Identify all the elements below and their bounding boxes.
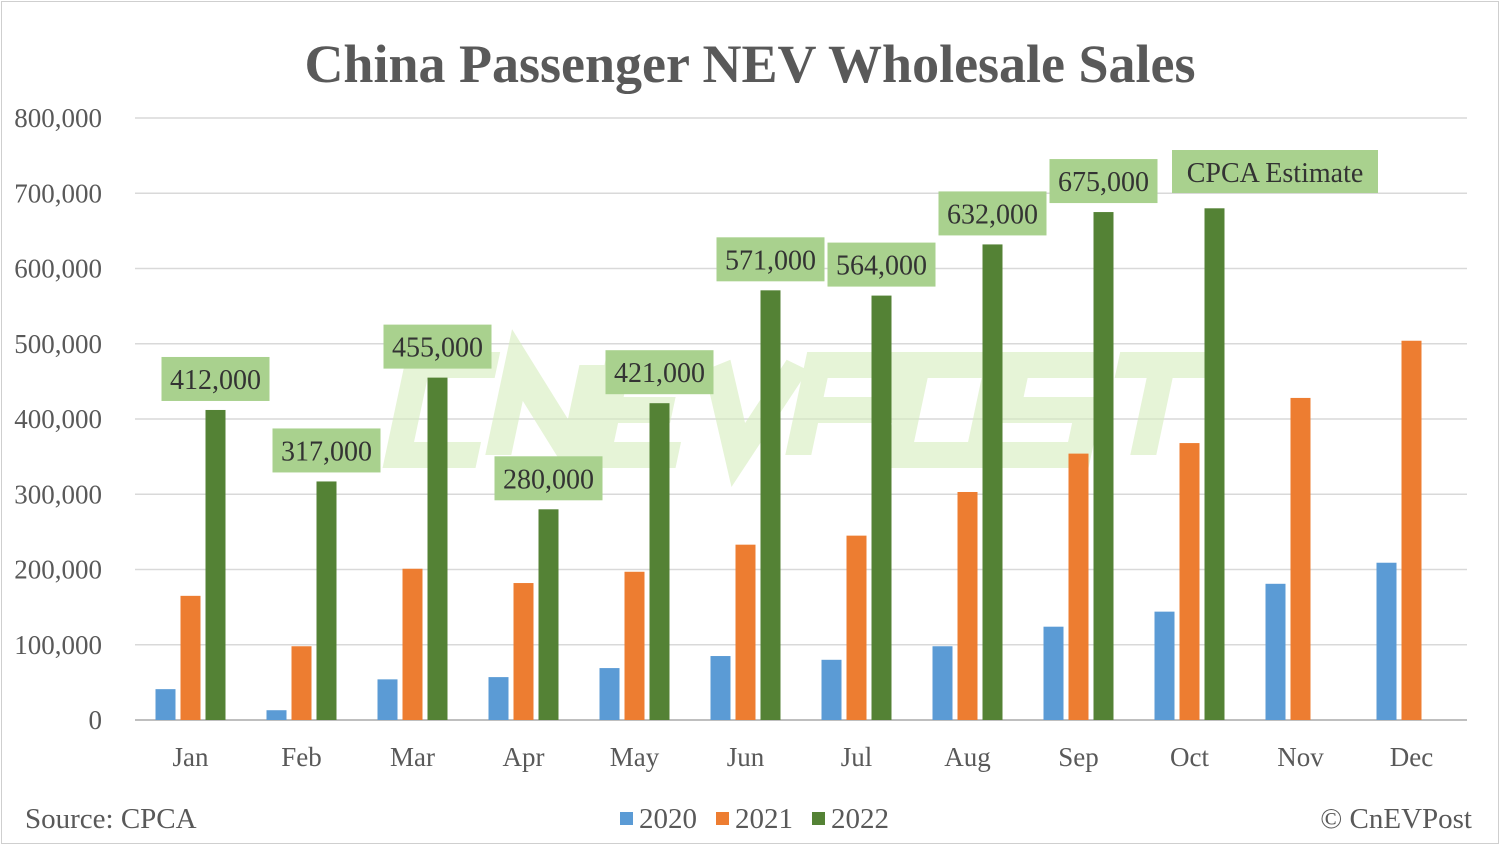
x-tick-label: Aug (944, 742, 991, 772)
svg-text:564,000: 564,000 (836, 251, 927, 282)
bar-2021-nov (1290, 397, 1311, 720)
source-text: Source: CPCA (25, 803, 197, 835)
bar-2020-aug (932, 646, 953, 720)
bar-2020-dec (1376, 562, 1397, 720)
legend-label-2021: 2021 (735, 803, 793, 835)
x-tick-label: Dec (1390, 742, 1433, 772)
svg-text:421,000: 421,000 (614, 358, 705, 389)
x-tick-label: Jun (727, 742, 765, 772)
x-tick-label: Apr (503, 742, 545, 772)
bar-2020-jun (710, 656, 731, 720)
legend-swatch-2020 (620, 812, 633, 825)
svg-text:317,000: 317,000 (281, 436, 372, 467)
x-tick-label: Jul (841, 742, 873, 772)
bar-2021-apr (513, 583, 534, 720)
y-tick-label: 100,000 (14, 630, 102, 660)
legend-label-2022: 2022 (831, 803, 889, 835)
y-tick-label: 500,000 (14, 329, 102, 359)
data-label: 632,000 (938, 191, 1047, 236)
bar-2021-jul (846, 535, 867, 720)
data-label: 455,000 (383, 324, 492, 369)
x-tick-label: Oct (1170, 742, 1209, 772)
x-tick-label: Nov (1277, 742, 1324, 772)
bar-2021-feb (291, 646, 312, 720)
bar-2020-jan (155, 689, 176, 720)
x-tick-label: Sep (1058, 742, 1099, 772)
bar-2020-jul (821, 659, 842, 720)
bar-2020-nov (1265, 583, 1286, 720)
y-tick-label: 0 (89, 705, 103, 735)
bar-2022-sep (1093, 212, 1114, 720)
data-label: 675,000 (1049, 159, 1158, 204)
svg-text:571,000: 571,000 (725, 245, 816, 276)
y-tick-label: 400,000 (14, 404, 102, 434)
bar-2022-oct (1204, 208, 1225, 721)
bar-2020-apr (488, 677, 509, 720)
y-tick-label: 200,000 (14, 555, 102, 585)
bar-2021-aug (957, 491, 978, 720)
svg-text:675,000: 675,000 (1058, 167, 1149, 198)
bar-2022-feb (316, 481, 337, 720)
bar-2021-sep (1068, 453, 1089, 720)
bar-2021-jan (180, 595, 201, 720)
bar-2022-jul (871, 295, 892, 720)
bar-2021-oct (1179, 443, 1200, 720)
y-tick-label: 600,000 (14, 254, 102, 284)
legend-swatch-2021 (716, 812, 729, 825)
chart-title: China Passenger NEV Wholesale Sales (304, 34, 1195, 94)
credit-text: © CnEVPost (1320, 803, 1472, 835)
y-tick-label: 800,000 (14, 103, 102, 133)
x-tick-label: May (610, 742, 660, 772)
svg-text:CPCA Estimate: CPCA Estimate (1187, 158, 1364, 189)
data-label: 317,000 (272, 428, 381, 473)
bar-2021-mar (402, 568, 423, 720)
data-label: 421,000 (605, 350, 714, 395)
svg-text:632,000: 632,000 (947, 199, 1038, 230)
bar-2021-jun (735, 544, 756, 720)
bar-2020-oct (1154, 611, 1175, 720)
x-tick-label: Feb (281, 742, 322, 772)
svg-text:455,000: 455,000 (392, 333, 483, 364)
bar-2022-aug (982, 244, 1003, 721)
bar-2020-feb (266, 710, 287, 720)
y-tick-label: 700,000 (14, 178, 102, 208)
bar-2022-jan (205, 409, 226, 720)
data-label: 412,000 (161, 356, 270, 401)
x-tick-label: Jan (173, 742, 209, 772)
svg-text:412,000: 412,000 (170, 365, 261, 396)
x-tick-label: Mar (390, 742, 435, 772)
data-label: 571,000 (716, 237, 825, 282)
bar-2022-mar (427, 377, 448, 720)
bar-2022-apr (538, 509, 559, 720)
bar-2020-sep (1043, 626, 1064, 720)
bar-2022-jun (760, 290, 781, 720)
svg-text:280,000: 280,000 (503, 464, 594, 495)
annotation-cpca-estimate: CPCA Estimate (1172, 150, 1378, 193)
legend-swatch-2022 (812, 812, 825, 825)
watermark-logo (382, 329, 1211, 491)
legend-label-2020: 2020 (639, 803, 697, 835)
bar-2020-may (599, 668, 620, 720)
bar-2021-may (624, 571, 645, 720)
data-label: 564,000 (827, 242, 936, 287)
data-label: 280,000 (494, 456, 603, 501)
bar-2022-may (649, 403, 670, 720)
bar-2021-dec (1401, 340, 1422, 720)
bar-2020-mar (377, 679, 398, 720)
y-tick-label: 300,000 (14, 479, 102, 509)
